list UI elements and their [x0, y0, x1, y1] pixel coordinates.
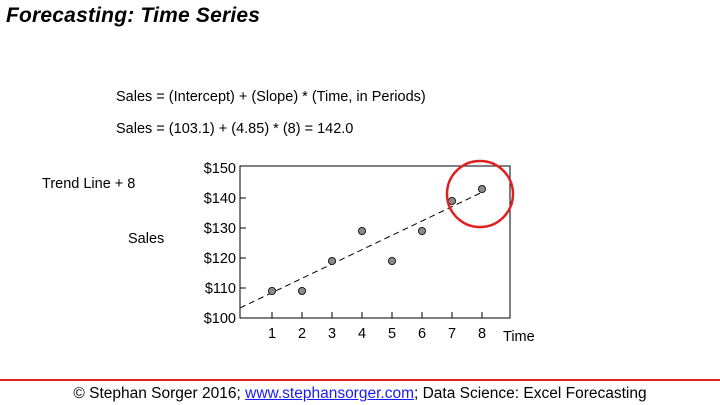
trend-line-group: [239, 191, 483, 309]
data-point: [417, 226, 426, 235]
footer-suffix: ; Data Science: Excel Forecasting: [413, 385, 647, 402]
footer-link[interactable]: www.stephansorger.com: [245, 385, 414, 402]
x-tick-label: 8: [478, 326, 486, 342]
y-tick-label: $110: [205, 281, 236, 297]
y-tick-label: $150: [204, 161, 236, 177]
data-point: [357, 226, 366, 235]
formula-specific: Sales = (103.1) + (4.85) * (8) = 142.0: [116, 121, 354, 137]
trend-line: [239, 191, 483, 309]
chart-ticks: $100 $110 $120 $130 $140 $150 1 2 3 4 5 6 7 8 Time: [204, 161, 535, 345]
data-point: [387, 256, 396, 265]
x-tick-label: 2: [298, 326, 306, 342]
highlight-group: [445, 159, 515, 229]
y-tick-label: $140: [204, 191, 236, 207]
x-tick-label: 6: [418, 326, 426, 342]
y-axis-label: Sales: [128, 231, 165, 247]
footer-credit: © Stephan Sorger 2016; www.stephansorger…: [0, 385, 720, 403]
x-tick-label: 5: [388, 326, 396, 342]
trend-line-label: Trend Line + 8: [42, 176, 136, 192]
footer-divider: [0, 379, 720, 381]
x-tick-label: 3: [328, 326, 336, 342]
data-point: [327, 256, 336, 265]
slide-title: Forecasting: Time Series: [6, 4, 261, 27]
x-axis-label: Time: [503, 329, 535, 345]
highlight-circle: [445, 159, 515, 229]
x-tick-label: 1: [268, 326, 276, 342]
x-tick-label: 4: [358, 326, 366, 342]
y-tick-label: $120: [204, 251, 236, 267]
footer-prefix: © Stephan Sorger 2016;: [73, 385, 246, 402]
chart-axes: [239, 165, 511, 319]
y-tick-label: $130: [204, 221, 236, 237]
y-tick-label: $100: [204, 311, 236, 327]
data-points: [267, 184, 486, 295]
plot-frame: [239, 165, 511, 319]
data-point: [267, 286, 276, 295]
x-tick-label: 7: [448, 326, 456, 342]
data-point: [477, 184, 486, 193]
formula-general: Sales = (Intercept) + (Slope) * (Time, i…: [116, 89, 426, 105]
data-point: [297, 286, 306, 295]
